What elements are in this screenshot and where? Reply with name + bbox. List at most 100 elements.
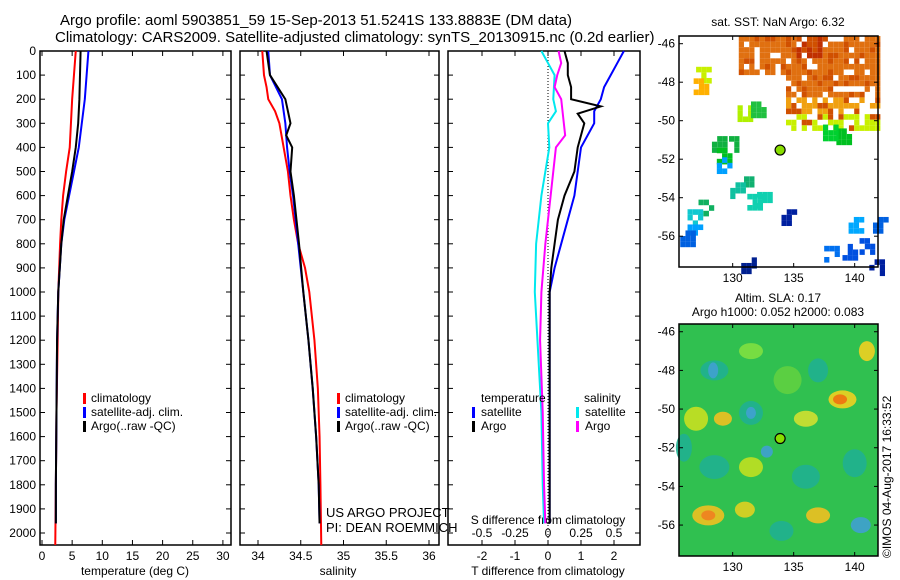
sst-cell [864,75,870,81]
sst-cell [785,102,792,109]
sst-cell [859,238,865,244]
sst-cell [703,210,709,217]
sst-cell [806,47,813,53]
sst-cell [812,80,818,87]
sst-cell [738,58,744,64]
sla-anomaly-blob [738,343,763,360]
sst-cell [852,249,859,256]
map-lon-label: 135 [784,560,804,574]
temperature-axis-label: temperature (deg C) [81,564,189,578]
sst-cell [685,230,691,237]
sst-cell [817,36,823,42]
sst-cell [864,36,870,42]
map-lat-label: -54 [658,191,676,205]
pi-label: PI: DEAN ROEMMICH [326,520,458,535]
sst-cell [827,69,834,76]
sst-cell [872,228,879,234]
t-diff-tick-label: -1 [510,549,521,563]
sla-anomaly-blob [675,433,692,462]
sst-cell [775,36,781,42]
sst-cell [749,52,755,59]
sst-cell [854,41,860,48]
sst-cell [822,47,828,53]
sst-cell [817,125,823,131]
sst-cell [744,52,750,59]
sst-cell [801,125,807,131]
sst-cell [747,205,753,211]
sst-cell [827,108,834,115]
sst-cell [756,107,762,113]
sst-cell [864,243,871,250]
sst-cell [854,102,860,109]
depth-tick-label: 600 [16,189,36,203]
sst-cell [775,41,781,48]
sst-cell [791,119,797,126]
sst-cell [817,63,823,70]
sst-cell [853,228,860,234]
sst-cell [838,75,844,81]
sla-anomaly-blob [745,406,756,419]
sst-cell [843,63,849,70]
sst-cell [730,187,736,194]
sst-cell [827,91,834,98]
sst-cell [869,75,876,81]
map-lat-label: -46 [658,325,676,339]
sst-cell [812,125,818,131]
s-diff-tick-label: -0.25 [501,526,529,540]
sst-cell [812,58,818,64]
sst-cell [822,97,828,104]
sst-cell [833,130,839,136]
sst-cell [883,216,889,223]
sst-cell [734,141,740,148]
sst-cell [738,69,744,76]
difference-line-1 [548,50,605,524]
sst-cell [770,41,776,48]
sst-cell [806,41,813,48]
sst-cell [698,224,704,231]
legend-label: satellite-adj. clim. [91,405,183,419]
sst-cell [827,63,834,70]
sst-cell [693,89,699,96]
depth-tick-label: 1200 [9,333,36,347]
sst-cell [791,63,797,70]
difference-line-3 [539,50,567,524]
sst-cell [791,58,797,64]
depth-tick-label: 700 [16,213,36,227]
sst-cell [854,47,860,53]
sst-cell [775,58,781,64]
sst-cell [870,249,876,255]
sst-cell [791,75,797,81]
sst-cell [801,41,807,48]
sst-cell [812,36,818,42]
sst-cell [727,162,733,169]
sst-cell [738,63,744,70]
sst-cell [834,251,840,258]
sst-cell [859,216,865,223]
sst-cell [722,157,728,163]
timestamp: ©IMOS 04-Aug-2017 16:33:52 [880,395,894,558]
sst-cell [791,52,797,59]
sst-cell [744,181,750,188]
sst-cell [716,158,723,165]
sst-cell [801,91,807,98]
sst-cell [846,139,853,146]
sst-cell [848,222,854,229]
sst-cell [869,114,876,120]
sst-cell [827,75,834,81]
sst-cell [722,168,728,175]
sst-cell [822,124,829,131]
sst-cell [796,97,802,104]
temp-tick-label: 25 [186,549,200,563]
sst-cell [833,119,839,126]
sst-cell [848,63,855,70]
sst-cell [812,69,818,76]
sst-cell [759,47,765,53]
sst-cell [791,41,797,48]
sla-anomaly-blob [806,507,831,524]
sst-cell [780,47,786,53]
sst-cell [843,102,849,109]
sst-cell [878,216,884,223]
sst-cell [812,47,818,53]
sst-cell [864,47,870,53]
